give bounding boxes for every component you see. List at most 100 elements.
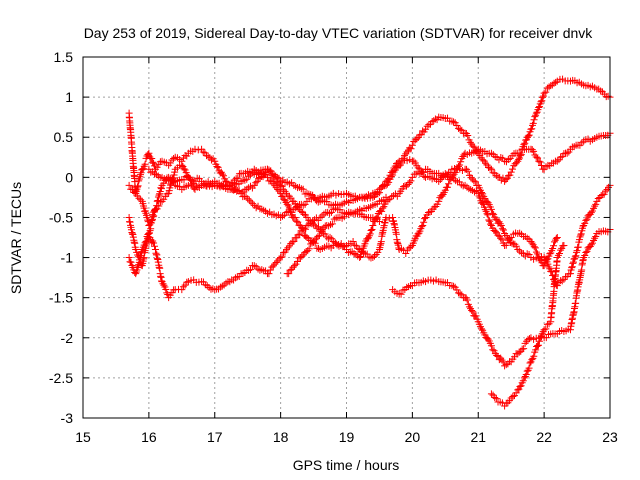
plus-marker [369, 254, 377, 262]
plus-marker [468, 307, 476, 315]
plus-marker [463, 165, 471, 173]
plus-marker [132, 246, 140, 254]
plus-marker [327, 221, 335, 229]
plus-marker [600, 190, 608, 198]
y-axis-label: SDTVAR / TECUs [8, 182, 24, 294]
plus-marker [128, 262, 136, 270]
plus-marker [326, 233, 334, 241]
plus-marker [576, 233, 584, 241]
y-tick-label: 1.5 [54, 49, 74, 65]
plus-marker [293, 257, 301, 265]
plus-marker [569, 258, 577, 266]
plus-marker [466, 138, 474, 146]
plus-marker [358, 247, 366, 255]
plus-marker [259, 173, 267, 181]
plus-marker [269, 262, 277, 270]
plus-marker [492, 172, 500, 180]
plus-marker [483, 210, 491, 218]
plus-marker [467, 174, 475, 182]
plus-marker [520, 345, 528, 353]
series-track-4 [125, 193, 614, 370]
plus-marker [294, 231, 302, 239]
plus-marker [285, 204, 293, 212]
plus-marker [245, 196, 253, 204]
plus-marker [530, 116, 538, 124]
plus-marker [486, 217, 494, 225]
plus-marker [487, 342, 495, 350]
plus-marker [180, 165, 188, 173]
plus-marker [326, 209, 334, 217]
plus-marker [403, 148, 411, 156]
plus-marker [555, 278, 563, 286]
plus-marker [490, 210, 498, 218]
plus-marker [280, 186, 288, 194]
plus-marker [327, 208, 335, 216]
plus-marker [581, 252, 589, 260]
plus-marker [303, 234, 311, 241]
plus-marker [523, 234, 531, 242]
plus-marker [502, 176, 510, 184]
plus-marker [552, 78, 560, 86]
plus-marker [150, 212, 158, 220]
series-track-6 [283, 209, 568, 410]
plus-marker [162, 285, 170, 293]
plus-marker [479, 156, 487, 164]
plus-marker [260, 206, 268, 214]
plus-marker [566, 270, 574, 278]
plus-marker [592, 232, 600, 240]
plus-marker [405, 179, 413, 187]
plus-marker [292, 217, 300, 225]
plus-marker [498, 236, 506, 244]
plus-marker [385, 174, 393, 182]
plus-marker [507, 168, 515, 176]
plus-marker [487, 220, 495, 228]
plus-marker [313, 224, 321, 232]
plus-marker [314, 232, 322, 240]
plus-marker [484, 211, 492, 219]
x-tick-label: 22 [536, 429, 552, 445]
x-tick-label: 16 [141, 429, 157, 445]
x-tick-label: 19 [339, 429, 355, 445]
plus-marker [498, 356, 506, 364]
plus-marker [349, 238, 357, 246]
plus-marker [366, 230, 374, 238]
plus-marker [218, 170, 226, 178]
plus-marker [472, 312, 480, 320]
plus-marker [573, 247, 581, 255]
plus-marker [130, 188, 138, 196]
x-tick-label: 23 [602, 429, 618, 445]
plus-marker [301, 200, 309, 208]
plus-marker [287, 208, 295, 216]
plus-marker [287, 194, 295, 202]
plus-marker [151, 205, 159, 213]
plus-marker [529, 119, 537, 127]
plus-marker [569, 259, 577, 267]
plus-marker [489, 346, 497, 354]
plus-marker [126, 258, 134, 266]
plus-marker [317, 227, 325, 235]
plus-marker [532, 346, 540, 354]
plus-marker [262, 169, 270, 177]
plus-marker [137, 249, 145, 257]
plus-marker [540, 326, 548, 334]
x-tick-label: 18 [273, 429, 289, 445]
y-tick-label: -1 [61, 250, 74, 266]
plus-marker [256, 174, 264, 182]
plus-marker [558, 153, 566, 161]
plus-marker [493, 352, 501, 360]
plus-marker [151, 242, 159, 250]
plus-marker [136, 253, 144, 261]
plus-marker [155, 202, 163, 210]
plus-marker [266, 266, 274, 274]
plus-marker [572, 248, 580, 256]
plus-marker [135, 194, 143, 202]
plus-marker [594, 194, 602, 202]
plus-marker [310, 220, 318, 228]
plus-marker [265, 270, 273, 278]
y-tick-label: 1 [65, 89, 73, 105]
plus-marker [247, 182, 255, 190]
plus-marker [328, 220, 336, 228]
plus-marker [506, 171, 514, 179]
y-tick-label: -0.5 [49, 209, 73, 225]
